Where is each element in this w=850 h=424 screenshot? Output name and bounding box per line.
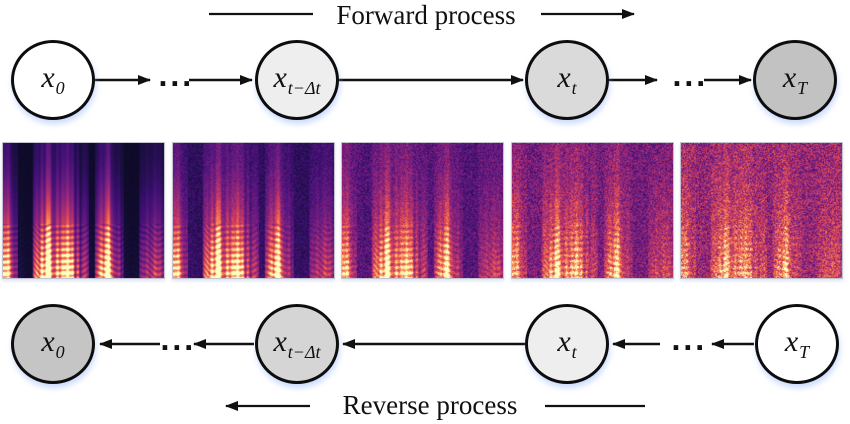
forward-node-x0: x0 bbox=[11, 40, 95, 120]
spectrogram-panel-4 bbox=[510, 142, 674, 279]
forward-node-xT-label: xT bbox=[782, 61, 808, 98]
forward-node-xT: xT bbox=[753, 40, 837, 120]
spectrogram-panel-2 bbox=[171, 142, 335, 279]
forward-node-xt-label: xt bbox=[557, 61, 577, 98]
reverse-node-xt: xt bbox=[525, 304, 609, 384]
reverse-node-xt-minus-dt: xt−Δt bbox=[255, 304, 339, 384]
forward-node-x0-label: x0 bbox=[41, 61, 65, 98]
forward-process-label: Forward process bbox=[336, 0, 516, 30]
reverse-node-xt-label: xt bbox=[557, 325, 577, 362]
reverse-ellipsis-right: ... bbox=[671, 327, 707, 357]
spectrogram-panel-1 bbox=[2, 142, 165, 279]
forward-node-xt-minus-dt-label: xt−Δt bbox=[273, 61, 321, 98]
reverse-node-x0-label: x0 bbox=[41, 325, 65, 362]
reverse-ellipsis-left: ... bbox=[160, 327, 196, 357]
spectrogram-panel-3 bbox=[341, 142, 504, 279]
reverse-node-xT: xT bbox=[755, 304, 839, 384]
forward-ellipsis-left: ... bbox=[158, 63, 194, 93]
reverse-node-xt-minus-dt-label: xt−Δt bbox=[273, 325, 321, 362]
reverse-node-xT-label: xT bbox=[784, 325, 810, 362]
spectrogram-strip bbox=[2, 142, 843, 279]
spectrogram-panel-5 bbox=[680, 142, 843, 279]
forward-node-xt: xt bbox=[525, 40, 609, 120]
forward-node-xt-minus-dt: xt−Δt bbox=[255, 40, 339, 120]
reverse-node-x0: x0 bbox=[11, 304, 95, 384]
forward-ellipsis-right: ... bbox=[672, 63, 708, 93]
reverse-process-label: Reverse process bbox=[342, 390, 518, 420]
